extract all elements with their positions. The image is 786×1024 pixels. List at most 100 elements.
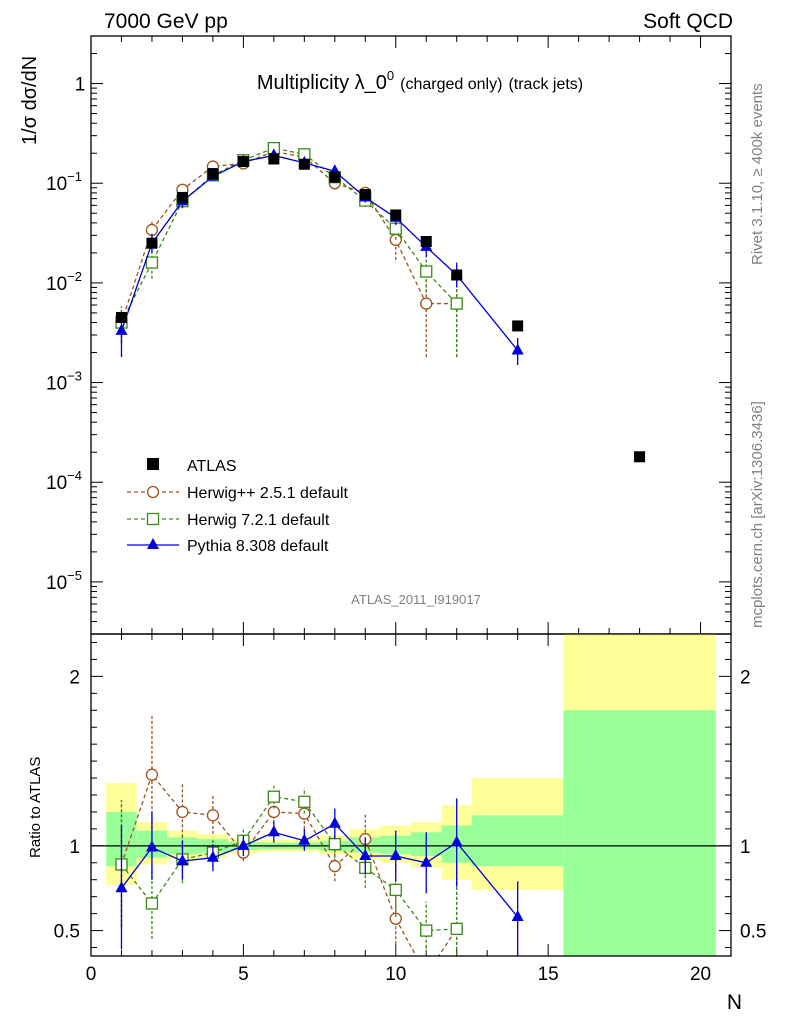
circle-marker [328,860,341,873]
legend: ATLAS Herwig++ 2.5.1 default Herwig 7.2.… [127,458,349,555]
atlas-data-point [207,168,219,180]
circle-marker [420,297,433,310]
circle-marker [389,912,402,925]
y-tick-label-base: 10 [46,473,67,494]
y-tick-label-base: 10 [46,573,67,594]
x-tick-label: 10 [385,964,406,985]
legend-label-atlas: ATLAS [187,458,237,475]
square-marker [267,790,281,803]
y-tick-label: 10−5 [46,568,82,594]
triangle-marker [145,840,158,852]
y-tick-label-exponent: −4 [67,468,82,483]
analysis-watermark: ATLAS_2011_I919017 [351,592,481,607]
legend-label-herwigpp: Herwig++ 2.5.1 default [187,485,349,502]
ratio-bands [106,634,716,956]
atlas-data-point [420,236,432,248]
legend-marker-herwig7 [146,512,160,526]
triangle-marker [328,816,341,828]
ratio-y-tick-label-right: 0.5 [740,922,766,943]
triangle-marker [206,850,219,862]
atlas-data-point [176,191,188,203]
y-tick-label-base: 10 [46,374,67,395]
triangle-marker [237,838,250,850]
triangle-marker [511,343,524,355]
circle-marker [145,768,159,781]
triangle-marker [176,854,189,866]
square-marker [328,837,341,851]
triangle-marker [359,849,372,861]
title-main-text: Multiplicity λ_0 [257,72,387,94]
ratio-line-square [120,795,457,932]
mcplots-label: mcplots.cern.ch [arXiv:1306.3436] [749,401,766,628]
y-tick-label-exponent: −1 [67,169,82,184]
main-title: Multiplicity λ_00 (charged only) (track je… [257,68,583,94]
main-ylabel: 1/σ dσ/dN [19,56,41,145]
main-line-square [120,147,458,323]
ratio-band-inner [563,710,716,956]
x-tick-label: 0 [86,964,97,985]
y-tick-label: 10−3 [46,369,82,395]
header-right: Soft QCD [643,10,733,33]
y-tick-label: 1 [75,75,86,96]
atlas-data-point [451,269,463,281]
atlas-data [115,153,646,463]
atlas-data-point [512,320,524,332]
legend-marker-herwigpp [146,485,160,499]
y-tick-label-base: 10 [46,274,67,295]
atlas-data-point [146,237,158,249]
y-tick-label-exponent: −3 [67,369,82,384]
legend-marker-pythia [147,538,159,549]
ratio-xlabel: N [727,991,742,1014]
circle-marker [176,805,189,819]
x-tick-label: 5 [238,964,249,985]
ratio-series [115,713,524,980]
atlas-data-point [359,189,371,201]
ratio-y-tick-label-left: 0.5 [54,922,80,943]
legend-marker-atlas [147,458,159,470]
atlas-data-point [298,158,310,170]
square-marker [450,922,463,936]
atlas-data-point [329,171,341,183]
main-series-triangle [115,148,524,366]
atlas-data-point [634,451,646,463]
y-tick-label-exponent: −2 [67,269,82,284]
square-marker [420,265,433,278]
triangle-marker [115,323,128,335]
square-marker [145,897,159,910]
atlas-data-point [115,311,127,323]
x-tick-label: 20 [690,964,711,985]
ratio-plot: 0 5 10 15 20 0.5 0.5 1 1 2 2 [54,633,766,985]
main-plot: 10−510−410−310−210−11 [46,35,732,956]
circle-marker [145,223,159,237]
title-superscript: 0 [387,68,394,83]
circle-marker [421,969,432,980]
x-tick-label: 15 [538,964,559,985]
ratio-series-square [115,784,463,956]
atlas-data-point [268,153,280,165]
triangle-marker [267,825,280,837]
header-left: 7000 GeV pp [104,10,228,33]
square-marker [389,883,402,897]
title-tail-trackjets: (track jets) [508,76,583,93]
main-series-square [115,141,463,358]
atlas-data-point [390,209,402,221]
legend-label-pythia: Pythia 8.308 default [187,538,329,555]
ratio-y-tick-label-left: 1 [69,837,80,858]
legend-label-herwig7: Herwig 7.2.1 default [187,512,330,529]
main-series-circle [115,145,463,358]
square-marker [145,256,159,269]
triangle-marker [420,855,433,867]
triangle-marker [298,833,311,845]
y-tick-label: 10−4 [46,468,82,494]
circle-marker [206,809,220,822]
y-tick-label: 10−2 [46,269,82,295]
ratio-ylabel: Ratio to ATLAS [27,757,44,858]
y-tick-label-exponent: −5 [67,568,82,583]
triangle-marker [115,881,128,893]
y-tick-label-base: 10 [46,174,67,195]
rivet-version-label: Rivet 3.1.10, ≥ 400k events [749,83,766,265]
y-tick-label: 10−1 [46,169,82,195]
main-y-ticks [91,35,731,635]
ratio-line-circle [120,773,458,956]
